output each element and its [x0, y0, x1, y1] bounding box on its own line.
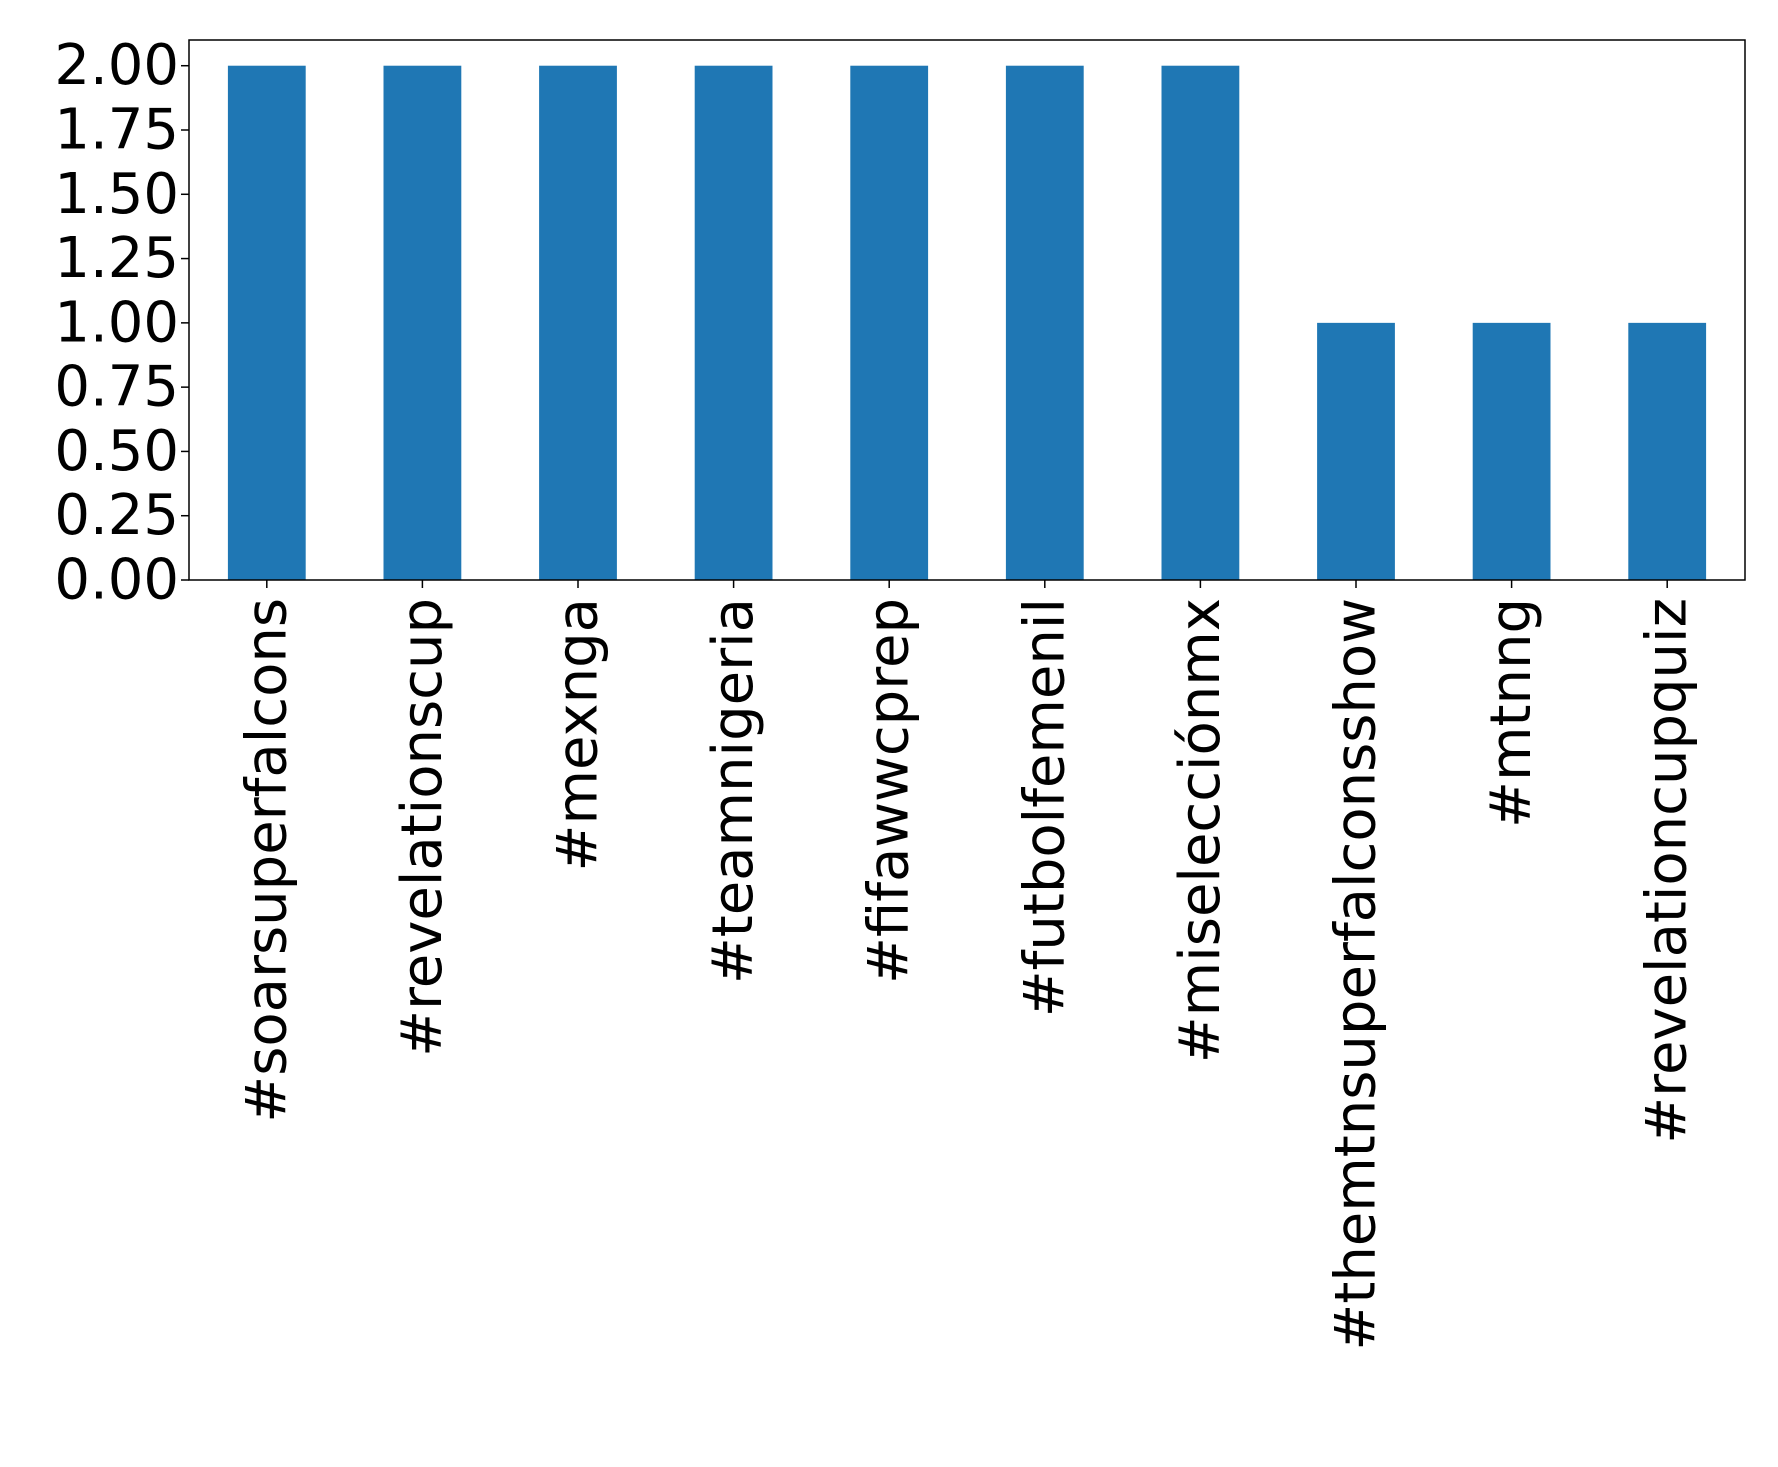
x-tick-label-1: #revelationscup	[390, 598, 455, 1057]
y-tick-label-4: 1.00	[54, 290, 179, 355]
y-tick-label-1: 0.25	[54, 483, 179, 548]
bar-6	[1161, 65, 1240, 580]
y-tick-label-6: 1.50	[54, 162, 179, 227]
bar-1	[383, 65, 462, 580]
y-tick-label-2: 0.50	[54, 419, 179, 484]
x-tick-label-3: #teamnigeria	[701, 598, 766, 984]
x-tick-label-4: #fifawwcprep	[857, 598, 922, 984]
x-tick-label-0: #soarsuperfalcons	[234, 598, 299, 1123]
x-tick-label-5: #futbolfemenil	[1012, 598, 1077, 1017]
bar-2	[539, 65, 617, 580]
x-tick-label-8: #mtnng	[1479, 598, 1544, 828]
bar-3	[694, 65, 773, 580]
bar-0	[227, 65, 306, 580]
x-tick-label-7: #themtnsuperfalconsshow	[1324, 598, 1389, 1351]
bar-5	[1005, 65, 1084, 580]
bars-group	[227, 65, 1707, 580]
y-axis: 0.000.250.500.751.001.251.501.752.00	[54, 33, 189, 613]
bar-7	[1317, 322, 1395, 580]
bar-9	[1628, 322, 1707, 580]
x-axis: #soarsuperfalcons #revelationscup #mexnga #…	[234, 580, 1700, 1351]
x-tick-label-2: #mexnga	[546, 598, 611, 871]
x-tick-label-9: #revelationcupquiz	[1635, 598, 1700, 1144]
y-tick-label-5: 1.25	[54, 226, 179, 291]
bar-8	[1472, 322, 1551, 580]
plot-frame	[188, 39, 1746, 581]
bar-4	[850, 65, 929, 580]
y-tick-label-7: 1.75	[54, 98, 179, 163]
y-tick-label-3: 0.75	[54, 355, 179, 420]
x-tick-label-6: #miselecciónmx	[1168, 598, 1233, 1063]
y-tick-label-8: 2.00	[54, 33, 179, 98]
y-tick-label-0: 0.00	[54, 548, 179, 613]
